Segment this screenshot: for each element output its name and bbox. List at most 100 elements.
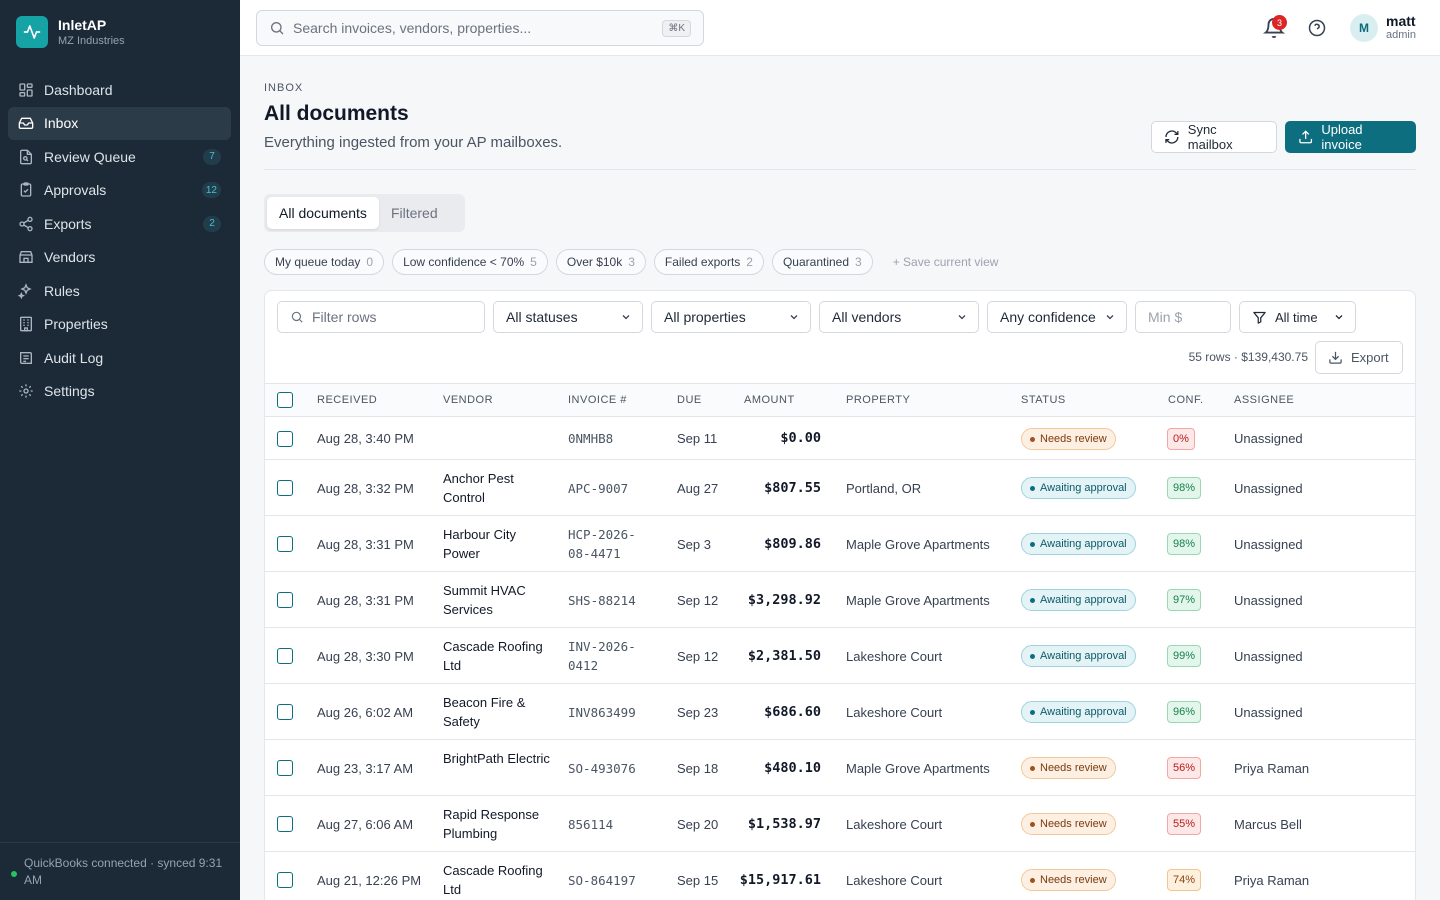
min-amount-input[interactable] — [1148, 309, 1218, 325]
upload-icon — [1299, 130, 1313, 144]
sidebar-item-exports[interactable]: Exports 2 — [8, 207, 231, 241]
column-header-invoice[interactable]: INVOICE # — [568, 394, 627, 406]
invoice-number-cell[interactable]: INV-2026-0412 — [568, 639, 636, 673]
time-range-select[interactable]: All time — [1239, 301, 1356, 333]
column-header-received[interactable]: RECEIVED — [317, 394, 378, 406]
chip-over-10k[interactable]: Over $10k 3 — [555, 249, 646, 275]
row-checkbox[interactable] — [277, 536, 293, 552]
chip-my-queue-today[interactable]: My queue today 0 — [264, 249, 385, 275]
received-cell: Aug 28, 3:31 PM — [317, 536, 414, 552]
vendor-filter-select[interactable]: All vendors — [819, 301, 979, 333]
assignee-cell[interactable]: Unassigned — [1234, 480, 1303, 496]
sync-mailbox-label: Sync mailbox — [1187, 122, 1233, 152]
row-checkbox[interactable] — [277, 430, 293, 447]
row-checkbox[interactable] — [277, 760, 293, 776]
column-header-amount[interactable]: AMOUNT — [744, 394, 795, 406]
sidebar-item-review-queue[interactable]: Review Queue 7 — [8, 140, 231, 174]
row-checkbox[interactable] — [277, 648, 293, 664]
sidebar: InletAP MZ Industries Dashboard Inbox Re… — [0, 0, 240, 900]
amount-cell: $807.55 — [764, 479, 821, 496]
sidebar-item-dashboard[interactable]: Dashboard — [8, 73, 231, 107]
column-header-confidence[interactable]: CONF. — [1168, 394, 1204, 406]
sidebar-item-inbox[interactable]: Inbox — [8, 106, 231, 140]
received-cell: Aug 21, 12:26 PM — [317, 872, 422, 888]
filter-rows-field[interactable] — [277, 301, 485, 333]
avatar[interactable]: M — [1350, 14, 1378, 42]
table-row[interactable]: Aug 26, 6:02 AM Beacon Fire & Safety INV86… — [265, 684, 1415, 740]
tab-filtered[interactable]: Filtered — [390, 205, 438, 221]
invoice-number-cell[interactable]: HCP-2026-08-4471 — [568, 527, 636, 561]
sidebar-item-label: Audit Log — [44, 349, 104, 366]
sidebar-item-vendors[interactable]: Vendors — [8, 241, 231, 275]
assignee-cell[interactable]: Unassigned — [1234, 431, 1303, 446]
vendor-cell: Rapid Response Plumbing — [443, 807, 540, 841]
assignee-cell[interactable]: Unassigned — [1234, 592, 1303, 608]
invoice-number-cell[interactable]: SHS-88214 — [568, 592, 636, 608]
column-header-vendor[interactable]: VENDOR — [443, 394, 494, 406]
review-icon — [18, 149, 34, 165]
invoice-number-cell[interactable]: 856114 — [568, 816, 614, 832]
column-header-due[interactable]: DUE — [677, 394, 702, 406]
confidence-filter-select[interactable]: Any confidence — [987, 301, 1127, 333]
brand[interactable]: InletAP MZ Industries — [16, 16, 125, 48]
chip-low-confidence[interactable]: Low confidence < 70% 5 — [392, 249, 548, 275]
chevron-down-icon — [790, 315, 798, 320]
table-row[interactable]: Aug 28, 3:30 PM Cascade Roofing Ltd INV-20… — [265, 628, 1415, 684]
sidebar-item-rules[interactable]: Rules — [8, 274, 231, 308]
sidebar-item-properties[interactable]: Properties — [8, 308, 231, 342]
table-row[interactable]: Aug 28, 3:32 PM Anchor Pest Control APC-90… — [265, 460, 1415, 516]
confidence-badge: 99% — [1167, 645, 1202, 667]
chip-quarantined[interactable]: Quarantined 3 — [771, 249, 873, 275]
select-all-checkbox[interactable] — [277, 392, 293, 408]
sync-mailbox-button[interactable]: Sync mailbox — [1151, 121, 1277, 153]
assignee-cell[interactable]: Unassigned — [1234, 648, 1303, 664]
property-filter-select[interactable]: All properties — [651, 301, 811, 333]
global-search[interactable]: ⌘K — [256, 10, 704, 46]
assignee-cell[interactable]: Marcus Bell — [1234, 816, 1302, 832]
table-row[interactable]: Aug 23, 3:17 AM BrightPath Electric SO-493… — [265, 740, 1415, 796]
search-input[interactable] — [293, 20, 663, 36]
row-checkbox[interactable] — [277, 704, 293, 720]
table-row[interactable]: Aug 28, 3:40 PM 0NMHB8 Sep 11 $0.00 Needs re… — [265, 417, 1415, 460]
sidebar-item-approvals[interactable]: Approvals 12 — [8, 174, 231, 208]
export-button[interactable]: Export — [1315, 341, 1403, 374]
assignee-cell[interactable]: Priya Raman — [1234, 872, 1310, 888]
status-filter-select[interactable]: All statuses — [493, 301, 643, 333]
sidebar-item-label: Vendors — [44, 249, 96, 266]
row-checkbox[interactable] — [277, 872, 293, 888]
table-row[interactable]: Aug 28, 3:31 PM Harbour City Power HCP-202… — [265, 516, 1415, 572]
confidence-badge: 97% — [1167, 589, 1202, 611]
save-current-view-link[interactable]: + Save current view — [892, 255, 999, 269]
column-header-status[interactable]: STATUS — [1021, 394, 1066, 406]
invoice-number-cell[interactable]: SO-864197 — [568, 872, 636, 888]
assignee-cell[interactable]: Unassigned — [1234, 536, 1303, 552]
table-row[interactable]: Aug 28, 3:31 PM Summit HVAC Services SHS-8… — [265, 572, 1415, 628]
min-amount-field[interactable] — [1135, 301, 1231, 333]
invoice-number-cell[interactable]: SO-493076 — [568, 760, 636, 776]
help-icon[interactable] — [1308, 19, 1326, 37]
invoice-number-cell[interactable]: 0NMHB8 — [568, 431, 614, 446]
property-cell: Maple Grove Apartments — [846, 536, 990, 552]
column-header-property[interactable]: PROPERTY — [846, 394, 911, 406]
table-row[interactable]: Aug 21, 12:26 PM Cascade Roofing Ltd SO-86… — [265, 852, 1415, 900]
row-checkbox[interactable] — [277, 592, 293, 608]
upload-invoice-button[interactable]: Upload invoice — [1285, 121, 1416, 153]
vendor-filter-value: All vendors — [832, 309, 902, 325]
filter-rows-input[interactable] — [312, 309, 472, 325]
invoice-number-cell[interactable]: INV863499 — [568, 704, 636, 720]
assignee-cell[interactable]: Unassigned — [1234, 704, 1303, 720]
invoice-number-cell[interactable]: APC-9007 — [568, 480, 629, 496]
chip-label: Failed exports — [664, 255, 741, 269]
column-header-assignee[interactable]: ASSIGNEE — [1234, 394, 1295, 406]
notification-count-badge: 3 — [1272, 15, 1287, 30]
tab-all-documents[interactable]: All documents — [267, 197, 379, 229]
sidebar-item-settings[interactable]: Settings — [8, 375, 231, 409]
sidebar-item-audit-log[interactable]: Audit Log — [8, 341, 231, 375]
row-checkbox[interactable] — [277, 480, 293, 496]
row-checkbox[interactable] — [277, 816, 293, 832]
table-row[interactable]: Aug 27, 6:06 AM Rapid Response Plumbing 85… — [265, 796, 1415, 852]
user-menu[interactable]: matt admin — [1386, 13, 1416, 42]
due-date-cell: Aug 27 — [677, 480, 719, 496]
assignee-cell[interactable]: Priya Raman — [1234, 760, 1310, 776]
chip-failed-exports[interactable]: Failed exports 2 — [653, 249, 764, 275]
